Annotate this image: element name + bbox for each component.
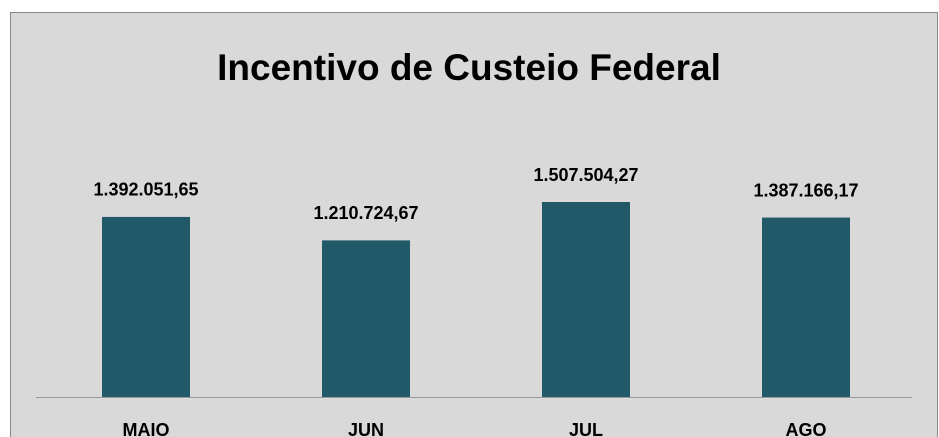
bar [102,216,190,397]
bar [322,240,410,397]
bar [542,202,630,397]
data-label: 1.392.051,65 [93,180,198,200]
bar [762,217,850,397]
data-label: 1.507.504,27 [533,165,638,185]
data-label: 1.387.166,17 [753,180,858,200]
chart-title: Incentivo de Custeio Federal [217,47,721,88]
x-tick-label: MAIO [123,420,170,437]
data-label: 1.210.724,67 [313,203,418,223]
x-tick-label: JUL [569,420,603,437]
x-tick-label: JUN [348,420,384,437]
x-tick-label: AGO [785,420,826,437]
